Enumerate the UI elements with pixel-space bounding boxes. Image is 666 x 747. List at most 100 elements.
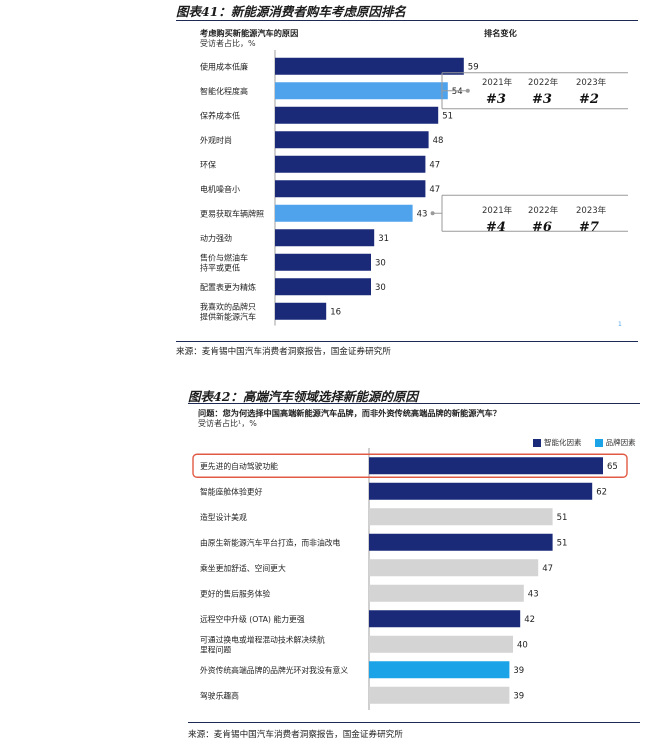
- figure42-question: 问题：您为何选择中国高端新能源汽车品牌，而非外资传统高端品牌的新能源汽车？: [198, 408, 501, 418]
- fig41-bar: [275, 82, 448, 100]
- fig41-category-label: 配置表更为精炼: [200, 282, 256, 292]
- fig42-bar: [369, 661, 510, 679]
- fig41-value-label: 31: [378, 234, 389, 244]
- figure41-subtitle: 考虑购买新能源汽车的原因: [200, 28, 299, 38]
- fig42-value-label: 65: [607, 462, 618, 472]
- legend-label-brand: 品牌因素: [605, 438, 636, 447]
- figure41-unit: 受访者占比，%: [200, 39, 256, 48]
- fig41-bar: [275, 229, 375, 247]
- legend-label-smart: 智能化因素: [544, 438, 582, 447]
- fig42-bar: [369, 584, 524, 602]
- fig42-highlight-box: [192, 453, 628, 478]
- fig41-value-label: 59: [468, 62, 479, 72]
- fig42-category-label: 可通过换电或增程混动技术解决续航: [200, 634, 325, 644]
- fig41-value-label: 30: [375, 258, 386, 268]
- figure42-unit: 受访者占比¹，%: [198, 419, 257, 428]
- rank2-year-2023: 2023年: [576, 206, 607, 216]
- figure42-title: 图表42：高端汽车领域选择新能源的原因: [188, 389, 418, 404]
- fig41-bar: [275, 106, 439, 124]
- fig42-category-label: 驾驶乐趣高: [200, 690, 239, 700]
- fig42-bar: [369, 482, 593, 500]
- fig41-bar: [275, 204, 413, 222]
- figure41-title: 图表41：新能源消费者购车考虑原因排名: [176, 4, 406, 19]
- fig42-value-label: 62: [596, 487, 607, 497]
- figure42-chart: 更先进的自动驾驶功能 65 智能座舱体验更好 62 造型设计美观 51 由原生新能源汽车平台…: [192, 448, 628, 710]
- fig42-bar: [369, 610, 521, 628]
- fig41-bar: [275, 302, 327, 320]
- rank2-value-2023: #7: [579, 220, 599, 235]
- figure42-top-rule: [188, 403, 640, 404]
- rank1-value-2022: #3: [532, 92, 552, 107]
- fig41-bar: [275, 131, 429, 149]
- figure42-legend: 智能化因素 品牌因素: [533, 432, 644, 451]
- figure41-rank-header: 排名变化: [484, 28, 517, 38]
- fig41-category-label: 保养成本低: [200, 110, 240, 120]
- figure41-source: 来源：麦肯锡中国汽车消费者洞察报告，国金证券研究所: [176, 347, 391, 357]
- fig41-category-label: 我喜欢的品牌只: [200, 301, 256, 311]
- fig41-category-label: 外观时尚: [200, 135, 232, 145]
- fig41-bar: [275, 278, 371, 296]
- fig42-bar: [369, 533, 553, 551]
- fig41-bar: [275, 180, 426, 198]
- rank2-year-2022: 2022年: [528, 206, 559, 216]
- fig42-bar: [369, 457, 603, 475]
- fig41-category-label: 环保: [200, 159, 216, 169]
- fig41-value-label: 47: [429, 160, 440, 170]
- fig42-category-label: 智能座舱体验更好: [200, 486, 263, 496]
- fig42-value-label: 51: [557, 538, 568, 548]
- fig41-category-label: 持平或更低: [200, 262, 240, 272]
- fig41-category-label: 更易获取车辆牌照: [200, 208, 264, 218]
- fig41-value-label: 47: [429, 185, 440, 195]
- figure41-chart: 使用成本低廉 59 智能化程度高 54 保养成本低 51 外观时尚 48 环保 47 电机噪音小 47…: [200, 50, 628, 326]
- rank1-year-2023: 2023年: [576, 78, 607, 88]
- fig41-value-label: 16: [330, 307, 341, 317]
- fig42-category-label: 里程问题: [200, 645, 231, 654]
- rank1-year-2022: 2022年: [528, 78, 559, 88]
- fig42-category-label: 造型设计美观: [200, 512, 247, 522]
- fig42-category-label: 远程空中升级 (OTA) 能力更强: [200, 614, 305, 624]
- fig42-value-label: 40: [517, 640, 528, 650]
- fig41-value-label: 54: [452, 87, 463, 97]
- fig42-category-label: 更好的售后服务体验: [200, 588, 270, 598]
- fig41-category-label: 动力强劲: [200, 233, 232, 243]
- fig42-category-label: 外资传统高端品牌的品牌光环对我没有意义: [200, 665, 348, 675]
- figure42-source: 来源：麦肯锡中国汽车消费者洞察报告，国金证券研究所: [188, 730, 403, 740]
- rank1-value-2021: #3: [486, 92, 506, 107]
- rank2-value-2021: #4: [486, 220, 506, 235]
- rank1-value-2023: #2: [579, 92, 599, 107]
- fig42-bar: [369, 635, 513, 653]
- figure41-footnote-mark: 1: [618, 321, 622, 328]
- figure41-top-rule: [176, 20, 638, 21]
- fig41-category-label: 电机噪音小: [200, 184, 240, 194]
- fig42-value-label: 47: [542, 564, 553, 574]
- rank2-value-2022: #6: [532, 220, 552, 235]
- fig42-bar: [369, 686, 510, 704]
- fig42-value-label: 39: [513, 691, 524, 701]
- legend-swatch-brand: [594, 438, 603, 447]
- figure42-bottom-rule: [188, 722, 640, 723]
- legend-swatch-smart: [533, 438, 541, 447]
- fig42-value-label: 51: [557, 513, 568, 523]
- fig41-value-label: 51: [442, 111, 453, 121]
- figure41-bottom-rule: [176, 341, 638, 342]
- fig42-category-label: 更先进的自动驾驶功能: [200, 461, 278, 471]
- fig41-category-label: 智能化程度高: [200, 86, 248, 96]
- fig41-bar: [275, 253, 371, 271]
- fig41-category-label: 提供新能源汽车: [200, 311, 256, 321]
- fig41-bar: [275, 57, 464, 75]
- fig41-category-label: 使用成本低廉: [200, 61, 248, 71]
- fig42-bar: [369, 559, 539, 577]
- fig42-value-label: 39: [513, 666, 524, 676]
- rank1-year-2021: 2021年: [482, 78, 513, 88]
- fig41-value-label: 30: [375, 283, 386, 293]
- fig41-connector-dot: [465, 88, 470, 93]
- fig42-bar: [369, 508, 553, 526]
- fig41-value-label: 43: [417, 209, 428, 219]
- fig42-category-label: 由原生新能源汽车平台打造，而非油改电: [200, 537, 341, 547]
- fig41-value-label: 48: [433, 136, 444, 146]
- fig41-category-label: 售价与燃油车: [200, 252, 248, 262]
- fig42-category-label: 乘坐更加舒适、空间更大: [200, 563, 286, 573]
- rank2-year-2021: 2021年: [482, 206, 513, 216]
- fig41-connector-dot: [430, 211, 435, 216]
- fig41-bar: [275, 155, 426, 173]
